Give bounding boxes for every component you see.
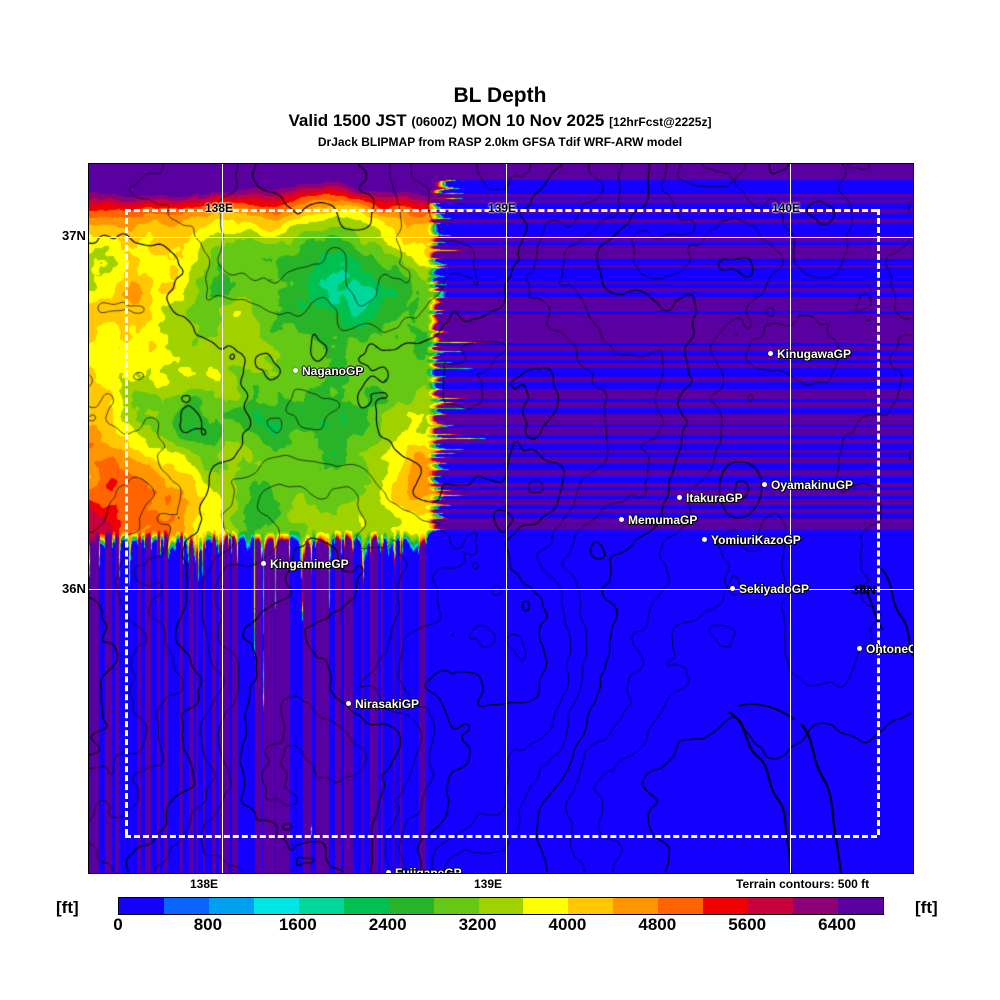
colorbar-band-12 — [658, 898, 704, 914]
colorbar-tick-5600: 5600 — [728, 915, 767, 934]
colorbar-band-5 — [343, 898, 389, 914]
map-lon-label-140e: 140E — [772, 201, 801, 215]
colorbar-band-3 — [253, 898, 299, 914]
station-dot-icon — [762, 482, 767, 487]
station-label: YomiuriKazoGP — [711, 533, 801, 547]
colorbar-band-6 — [388, 898, 434, 914]
colorbar-band-11 — [613, 898, 659, 914]
colorbar-unit-left: [ft] — [56, 898, 79, 917]
station-label: ItakuraGP — [686, 491, 743, 505]
station-dot-icon — [346, 701, 351, 706]
terrain-contour-note: Terrain contours: 500 ft — [736, 877, 870, 891]
station-dot-icon — [677, 495, 682, 500]
domain-box-left — [125, 209, 128, 835]
station-dot-icon — [768, 351, 773, 356]
valid-time-line: Valid 1500 JST (0600Z) MON 10 Nov 2025 [… — [0, 110, 1000, 133]
axis-lon-label-138e: 138E — [190, 877, 219, 891]
graticule-lat-36 — [89, 589, 913, 590]
graticule-lon-140 — [790, 164, 791, 873]
axis-lat-label-37n: 37N — [62, 228, 86, 243]
title-block: BL Depth Valid 1500 JST (0600Z) MON 10 N… — [0, 84, 1000, 150]
station-dot-icon — [730, 586, 735, 591]
colorbar-band-7 — [433, 898, 479, 914]
station-dot-icon — [702, 537, 707, 542]
station-dot-icon — [619, 517, 624, 522]
colorbar-band-13 — [703, 898, 749, 914]
colorbar-band-16 — [838, 898, 883, 914]
colorbar-tick-4000: 4000 — [548, 915, 587, 934]
map-lon-label-139e: 139E — [488, 201, 517, 215]
domain-box-bottom — [125, 835, 877, 838]
colorbar-tick-0: 0 — [113, 915, 123, 934]
colorbar-tick-4800: 4800 — [638, 915, 677, 934]
station-dot-icon — [386, 870, 391, 873]
map-lon-label-138e: 138E — [205, 201, 234, 215]
station-label: FujiganeGP — [395, 866, 462, 874]
colorbar-tick-1600: 1600 — [278, 915, 317, 934]
station-label: MemumaGP — [628, 513, 698, 527]
graticule-lon-138 — [222, 164, 223, 873]
model-source-line: DrJack BLIPMAP from RASP 2.0km GFSA Tdif… — [317, 135, 683, 149]
station-label: SekiyadoGP — [739, 582, 810, 596]
page-title: BL Depth — [453, 84, 547, 107]
graticule-lat-37 — [89, 237, 913, 238]
colorbar-band-9 — [523, 898, 569, 914]
graticule-lon-139 — [506, 164, 507, 873]
station-label: KinugawaGP — [777, 347, 852, 361]
colorbar-tick-800: 800 — [193, 915, 223, 934]
station-dot-icon — [293, 368, 298, 373]
station-dot-icon — [857, 646, 862, 651]
station-dot-icon — [261, 561, 266, 566]
valid-date: MON 10 Nov 2025 — [461, 111, 605, 130]
station-label: NirasakiGP — [355, 697, 420, 711]
station-label: KingamineGP — [270, 557, 349, 571]
colorbar-band-2 — [208, 898, 254, 914]
colorbar-unit-right: [ft] — [915, 898, 938, 917]
colorbar-band-15 — [793, 898, 838, 914]
forecast-tag: [12hrFcst@2225z] — [609, 115, 712, 129]
domain-box-right — [877, 209, 880, 835]
colorbar-tick-labels: 0 800 1600 2400 3200 4000 4800 5600 6400 — [113, 915, 882, 937]
colorbar-tick-2400: 2400 — [368, 915, 407, 934]
terrain-contours — [89, 164, 913, 873]
colorbar-band-0 — [119, 898, 164, 914]
colorbar-band-8 — [478, 898, 524, 914]
station-label: OyamakinuGP — [771, 478, 854, 492]
station-label: NaganoGP — [302, 364, 364, 378]
valid-utc: (0600Z) — [411, 114, 457, 129]
map-inner: 138E 139E 140E 36N NaganoGP KinugawaGP O… — [89, 164, 913, 873]
valid-prefix: Valid 1500 JST — [288, 111, 407, 130]
colorbar-band-4 — [298, 898, 344, 914]
colorbar-tick-3200: 3200 — [458, 915, 497, 934]
axis-lat-label-36n: 36N — [62, 581, 86, 596]
colorbar-band-14 — [748, 898, 794, 914]
colorbar[interactable] — [118, 897, 884, 915]
axis-lon-label-139e: 139E — [474, 877, 503, 891]
domain-box-top — [125, 209, 877, 212]
colorbar-tick-6400: 6400 — [818, 915, 856, 934]
colorbar-band-10 — [568, 898, 614, 914]
map-lat-label-36n-right: 36N — [852, 582, 876, 597]
colorbar-band-1 — [163, 898, 209, 914]
map-panel[interactable]: 138E 139E 140E 36N NaganoGP KinugawaGP O… — [88, 163, 914, 874]
station-label: OhtoneGP — [866, 642, 913, 656]
